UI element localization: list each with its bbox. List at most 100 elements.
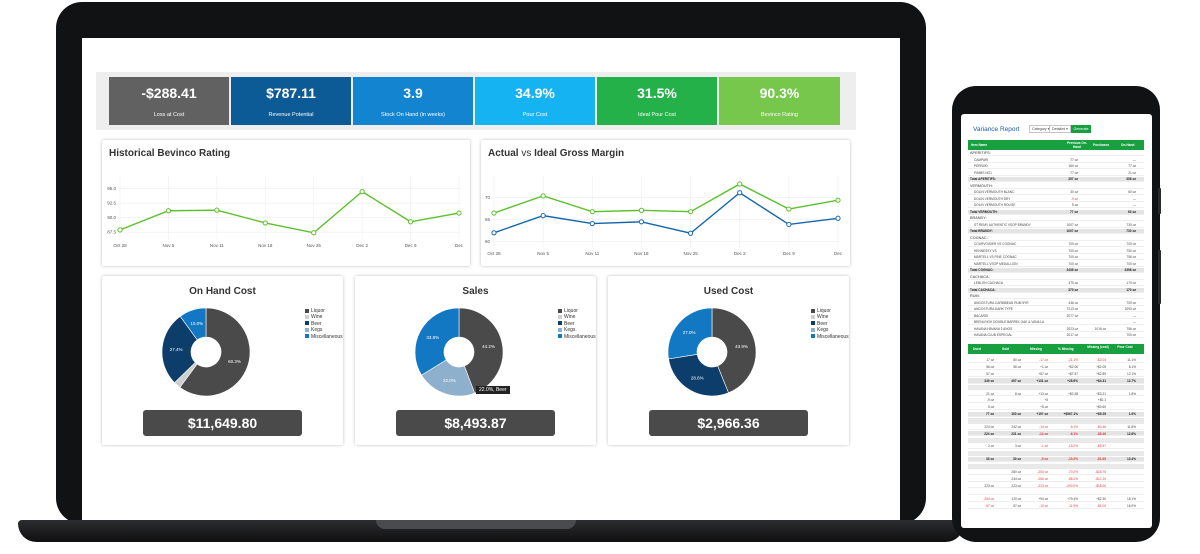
category-row[interactable]: BRANDY: [968, 216, 1144, 222]
kpi-loss-at-cost[interactable]: -$288.41 Loss at Cost [109, 77, 229, 125]
previous-on-hand: 370 oz [1068, 287, 1078, 292]
table-row[interactable]: 57 oz +87 oz +$7.57 +$2.89 12.1% [968, 372, 1144, 377]
previous-on-hand: 436 oz [1068, 300, 1078, 305]
table-row[interactable]: LEBLON CACHACA 370 oz 170 oz [968, 281, 1144, 287]
kpi-ideal-pour-cost[interactable]: 31.5% Ideal Pour Cost [597, 77, 717, 125]
legend-item[interactable]: Beer [305, 321, 343, 327]
kpi-label: Loss at Cost [153, 112, 185, 118]
table-row[interactable]: -264 oz 120 oz +94 oz +79.4% +$2.30 18.1% [968, 497, 1144, 502]
legend-item[interactable]: Liquor [305, 308, 343, 314]
table-row[interactable]: 21 oz 8 oz +13 oz +$0.38 +$3.21 1.8% [968, 391, 1144, 397]
table-row[interactable]: 223 oz 223 oz -223 oz -200.0% -$18.00 [968, 483, 1144, 489]
table-row[interactable]: DOLIN VERMOUTH DRY -9 oz — [968, 197, 1144, 202]
table-row[interactable]: MARTELL VSOP MEDALLION 700 oz 700 oz [968, 262, 1144, 267]
legend-item[interactable]: Beer [811, 321, 849, 327]
slice-label: 22.0% [443, 378, 456, 383]
legend-item[interactable]: Miscellaneous [305, 334, 343, 340]
x-tick-label: Oct 28 [113, 243, 127, 248]
table-row[interactable]: MARTELL VS FINE COGNAC 700 oz 756 oz [968, 255, 1144, 261]
category-row[interactable]: RUM: [968, 294, 1144, 300]
table-row[interactable]: BEENLEIGH DOUBLE BARREL OAK & VANILLA — [968, 320, 1144, 326]
table-total-row[interactable]: Total VERMOUTH: 77 oz 63 oz [968, 209, 1144, 215]
table-row[interactable]: 5 oz +5 oz +$0.60 [968, 405, 1144, 410]
table-row[interactable]: 280 oz -200 oz -70.2% -$18.75 [968, 470, 1144, 475]
table-row[interactable]: COURVOISIER VS COGNAC 700 oz 700 oz [968, 242, 1144, 248]
table-total-row[interactable]: Total CACHACA: 370 oz 170 oz [968, 287, 1144, 293]
table-total-row[interactable]: 349 oz 497 oz +131 oz +28.9% +$4.31 12.7% [968, 378, 1144, 384]
sold: 57 oz [1013, 503, 1021, 508]
missing: -10 oz [1039, 503, 1048, 508]
kpi-revenue-potential[interactable]: $787.11 Revenue Potential [231, 77, 351, 125]
table-row[interactable]: -57 oz 57 oz -10 oz -11.9% -$1.00 16.0% [968, 504, 1144, 509]
legend-label: Wine [817, 314, 829, 321]
legend-item[interactable]: Wine [558, 314, 596, 320]
kpi-pour-cost[interactable]: 34.9% Pour Cost [475, 77, 595, 125]
data-point [638, 219, 645, 225]
table-row[interactable]: DOLIN VERMOUTH ROUGE 5 oz — [968, 203, 1144, 209]
table-row[interactable]: CAMPARI 77 oz — [968, 158, 1144, 163]
table-row[interactable] [968, 490, 1144, 496]
table-row[interactable]: HENNESSY VS 700 oz 750 oz [968, 249, 1144, 254]
sold: 8 oz [1014, 391, 1021, 396]
table-row[interactable]: -9 oz +5 +$0.1 [968, 398, 1144, 404]
table-row[interactable]: 244 oz -266 oz -88.1% -$12.10 [968, 476, 1144, 482]
legend-item[interactable]: Miscellaneous [558, 334, 596, 340]
x-tick-label: Nov 5 [537, 251, 549, 256]
phone-volume-button [1158, 188, 1161, 214]
table-total-row[interactable]: Total BRANDY: 1007 oz 730 oz [968, 229, 1144, 235]
legend-label: Beer [311, 320, 322, 327]
table-row[interactable]: 56 oz 56 oz +1 oz +$2.06 +$2.05 8.1% [968, 365, 1144, 370]
detail-select[interactable]: Detailed ▾ [1049, 125, 1071, 133]
table-row[interactable]: PIMMS NO1 77 oz 21 oz [968, 171, 1144, 176]
kpi-stock-on-hand[interactable]: 3.9 Stock On Hand (in weeks) [353, 77, 473, 125]
table-row[interactable]: HAVANA CLUB ESPECIAL 2017 oz 700 oz [968, 333, 1144, 339]
pie-slice [179, 307, 251, 397]
previous-on-hand: 1007 oz [1066, 229, 1078, 234]
category-row[interactable]: APERITIFS: [968, 151, 1144, 157]
legend-item[interactable]: Kegs [811, 327, 849, 333]
table-row[interactable]: 17 oz 80 oz -17 oz -21.1% -$2.04 11.1% [968, 358, 1144, 364]
table-row[interactable]: ANGOSTURA CARIBBEAN RUM 5YR 436 oz 700 oz [968, 301, 1144, 306]
legend-item[interactable]: Liquor [558, 308, 596, 314]
legend-item[interactable]: Kegs [558, 327, 596, 333]
x-tick-label: Nov 25 [683, 251, 698, 256]
legend-item[interactable]: Miscellaneous [811, 334, 849, 340]
series-line [493, 183, 839, 214]
kpi-value: 31.5% [637, 85, 677, 101]
on-hand-total: $11,649.80 [143, 410, 302, 436]
table-row[interactable]: DOLIN VERMOUTH BLANC 30 oz 60 oz [968, 190, 1144, 196]
legend-item[interactable]: Kegs [305, 327, 343, 333]
used-cost-pie: 43.9% 28.6% 27.0% [667, 307, 757, 397]
legend-swatch [811, 314, 815, 319]
legend-item[interactable]: Liquor [811, 308, 849, 314]
item-name: ST REMY AUTHENTIC VSOP BRANDY [974, 222, 1031, 227]
category-row[interactable]: COGNAC: [968, 236, 1144, 241]
table-row[interactable]: 224 oz 242 oz -14 oz -6.1% -$0.46 11.8% [968, 424, 1144, 430]
table-row[interactable]: HAVANA HAVANA 3 ANOS 2023 oz 1016 oz 756 oz [968, 327, 1144, 332]
kpi-bevinco-rating[interactable]: 90.3% Bevinco Rating [719, 77, 840, 125]
category-row[interactable]: VERMOUTH: [968, 184, 1144, 189]
on-hand: 750 oz [1126, 248, 1136, 253]
pour-cost: 16.0% [1126, 503, 1136, 508]
table-total-row[interactable]: Total COGNAC: 2435 oz 2398 oz [968, 268, 1144, 274]
legend-item[interactable]: Wine [305, 314, 343, 320]
table-total-row[interactable]: 33 oz 30 oz -5 oz -15.2% -$1.65 13.4% [968, 456, 1144, 462]
legend-item[interactable]: Beer [558, 321, 596, 327]
pct-missing: +$0.38 [1068, 391, 1078, 396]
table-total-row[interactable]: 224 oz 231 oz -14 oz -6.1% -$8.46 12.8% [968, 431, 1144, 437]
used: -57 oz [985, 503, 994, 508]
table-row[interactable]: ANGOSTURA DARK TYPE 7213 oz 2093 oz [968, 307, 1144, 313]
category-row[interactable]: CACHACA: [968, 275, 1144, 280]
data-point [491, 230, 497, 236]
item-name: DOLIN VERMOUTH BLANC [974, 190, 1015, 195]
generate-button[interactable]: Generate [1071, 125, 1091, 133]
table-row[interactable]: ST REMY AUTHENTIC VSOP BRANDY 1007 oz 730 … [968, 223, 1144, 228]
table-row[interactable]: BACARDI 2077 oz — [968, 314, 1144, 319]
table-total-row[interactable]: 77 oz 100 oz +197 oz +$567.1% +$5.25 1.9% [968, 411, 1144, 417]
used: 224 oz [984, 431, 994, 436]
table-row[interactable]: 2 oz 3 oz -1 oz -15.2% -$5.57 [968, 444, 1144, 450]
table-row[interactable]: PERNOD 160 oz 77 oz [968, 164, 1144, 170]
legend-item[interactable]: Wine [811, 314, 849, 320]
table-total-row[interactable]: Total APERITIFS: 357 oz 308 oz [968, 177, 1144, 183]
legend-swatch [305, 314, 309, 319]
